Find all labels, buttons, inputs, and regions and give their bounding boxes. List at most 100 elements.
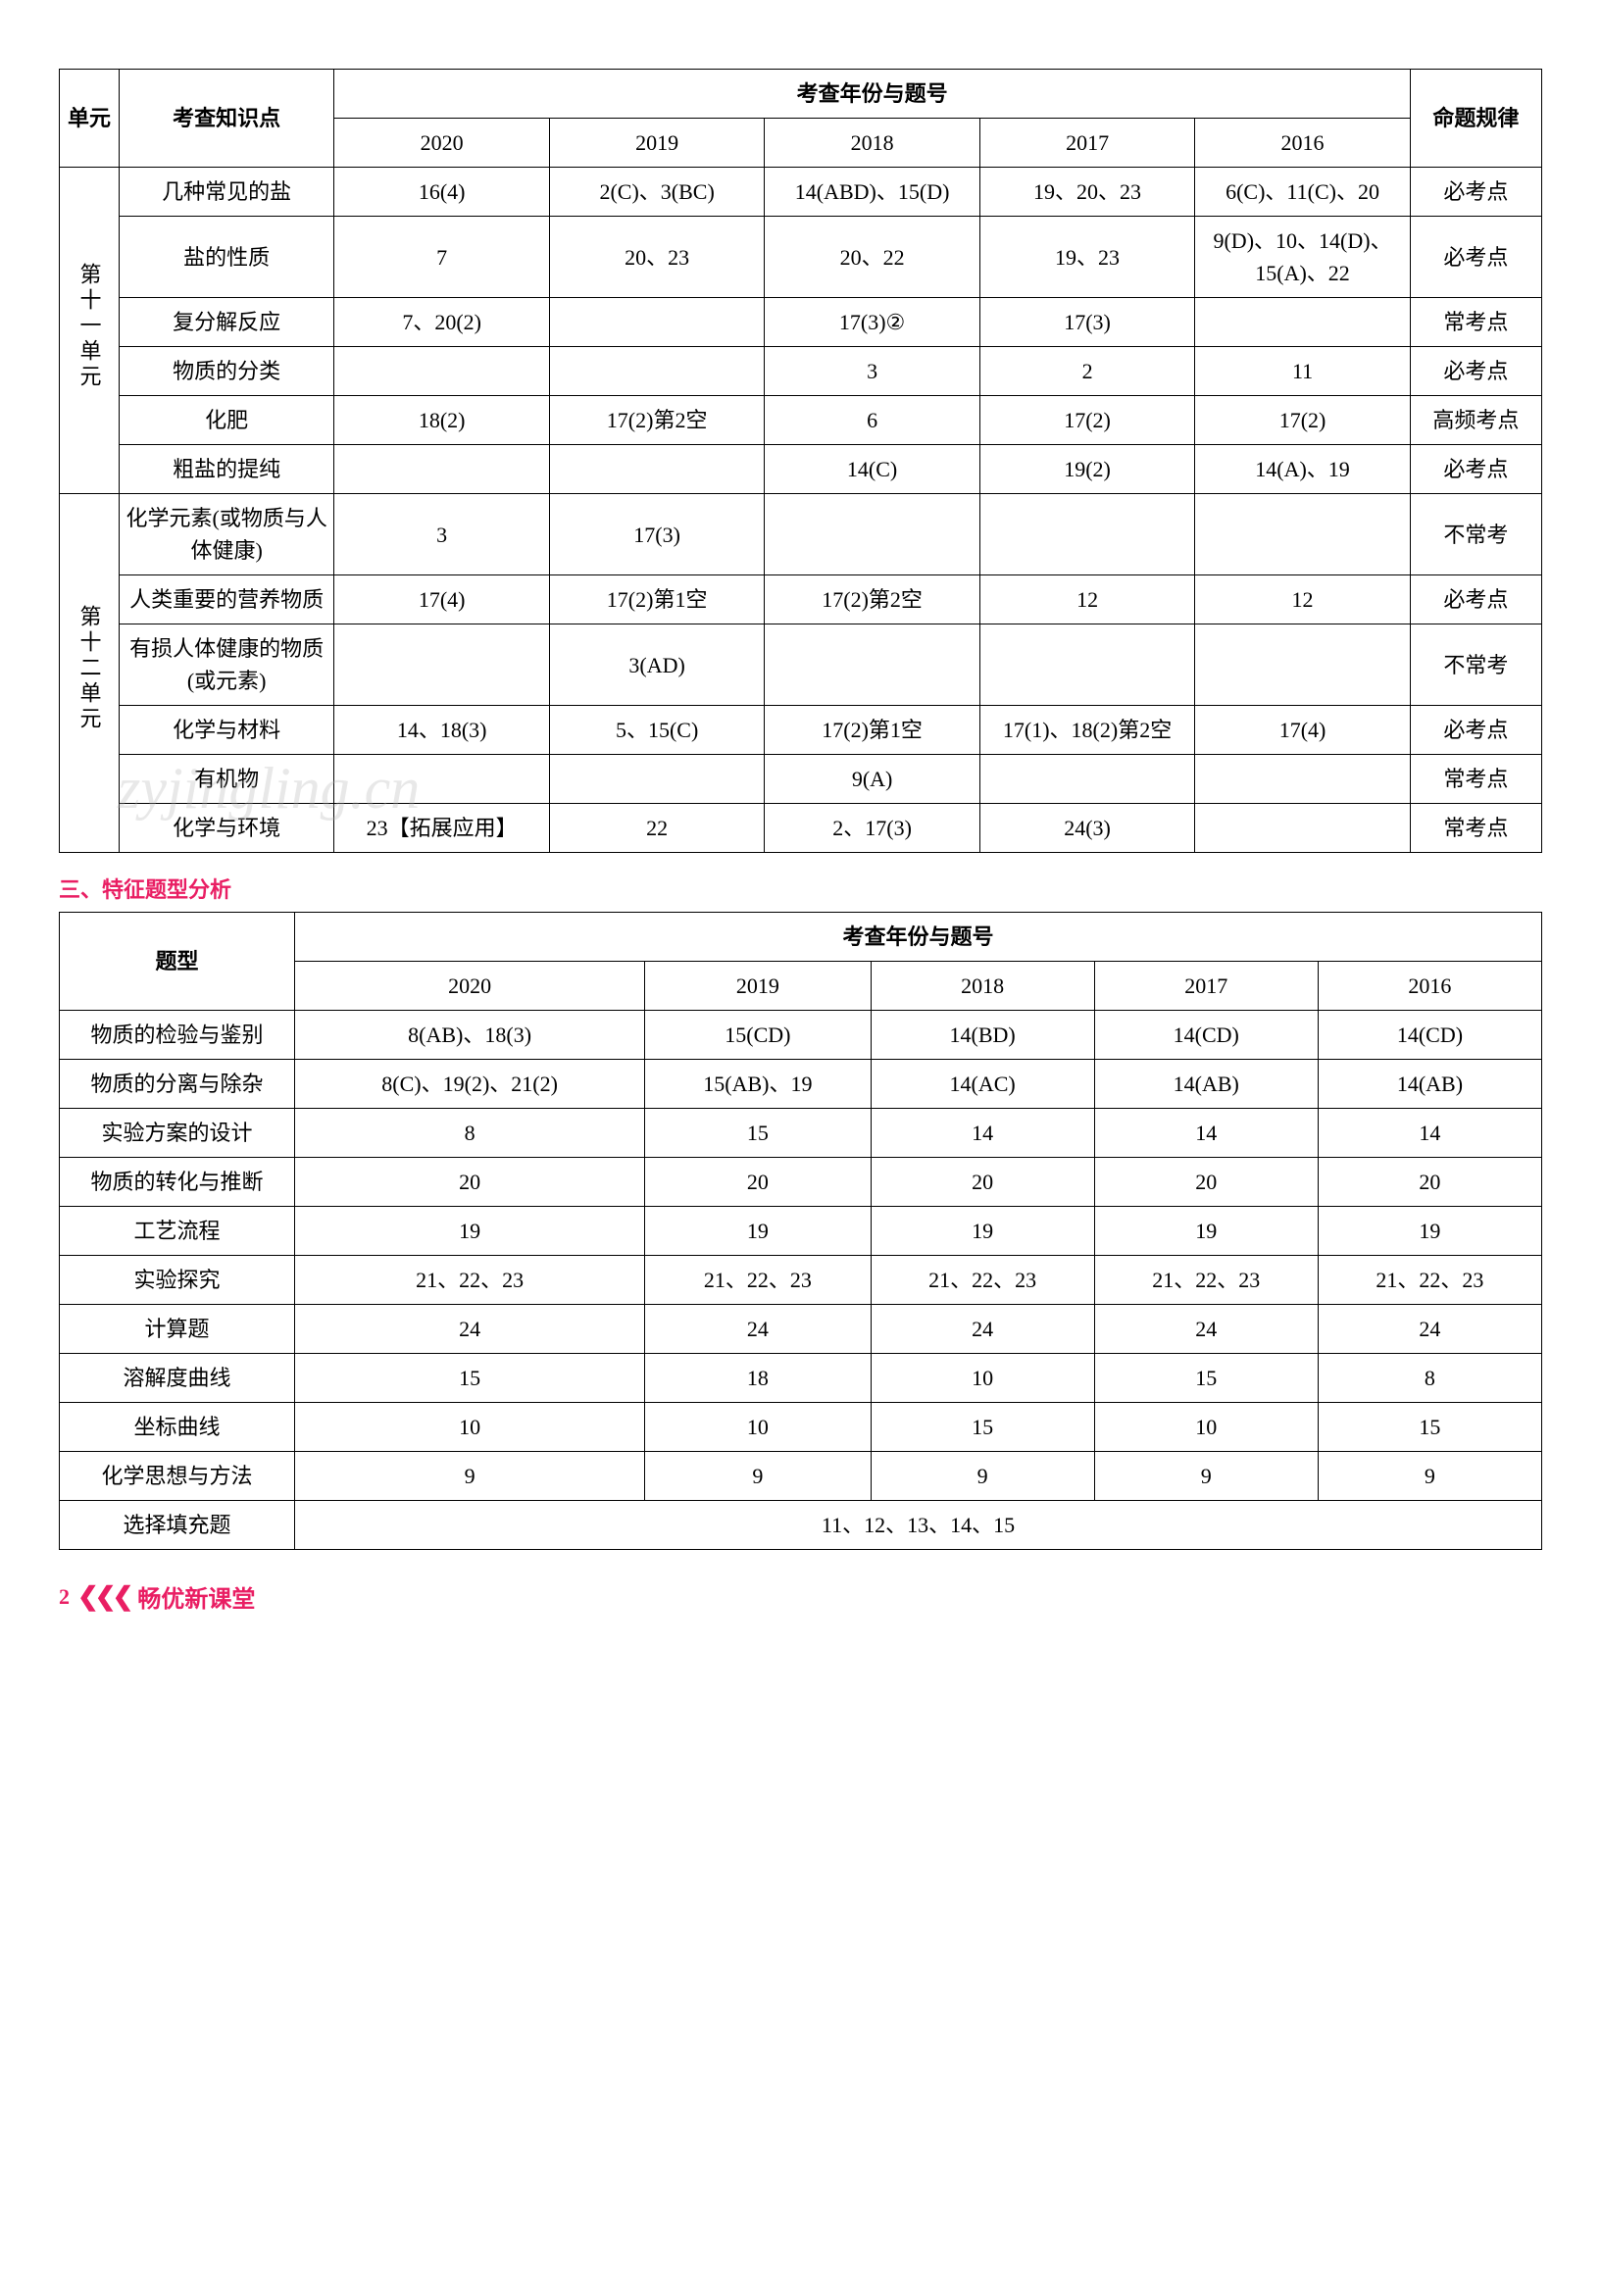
- cell: 15(CD): [645, 1011, 871, 1060]
- cell: 23【拓展应用】: [334, 804, 549, 853]
- cell: 实验探究: [60, 1256, 295, 1305]
- cell: 必考点: [1410, 575, 1541, 624]
- cell: [1195, 298, 1410, 347]
- table-row: 有损人体健康的物质(或元素) 3(AD) 不常考: [60, 624, 1542, 706]
- cell: 14(BD): [871, 1011, 1094, 1060]
- cell: 21、22、23: [1318, 1256, 1541, 1305]
- cell: 盐的性质: [119, 217, 333, 298]
- cell: 24: [295, 1305, 645, 1354]
- section-title: 三、特征题型分析: [59, 873, 1542, 904]
- cell: 物质的转化与推断: [60, 1158, 295, 1207]
- cell: 17(2)第1空: [549, 575, 764, 624]
- cell: 19: [295, 1207, 645, 1256]
- cell: 14: [871, 1109, 1094, 1158]
- table-row: 粗盐的提纯 14(C) 19(2) 14(A)、19 必考点: [60, 445, 1542, 494]
- cell: 工艺流程: [60, 1207, 295, 1256]
- header-year-group: 考查年份与题号: [334, 70, 1410, 119]
- footer-arrows-icon: ❮❮❮: [77, 1582, 129, 1612]
- table-row: 化学与环境 23【拓展应用】 22 2、17(3) 24(3) 常考点: [60, 804, 1542, 853]
- cell: [549, 755, 764, 804]
- cell: 17(4): [334, 575, 549, 624]
- cell: 21、22、23: [295, 1256, 645, 1305]
- cell: [549, 445, 764, 494]
- cell: 24: [645, 1305, 871, 1354]
- cell: 常考点: [1410, 298, 1541, 347]
- cell: 14(CD): [1094, 1011, 1318, 1060]
- cell: [334, 624, 549, 706]
- year-2018: 2018: [871, 962, 1094, 1011]
- cell: 化学思想与方法: [60, 1452, 295, 1501]
- table-row: 第十一单元 几种常见的盐 16(4) 2(C)、3(BC) 14(ABD)、15…: [60, 168, 1542, 217]
- cell: 2(C)、3(BC): [549, 168, 764, 217]
- cell: 化学元素(或物质与人体健康): [119, 494, 333, 575]
- cell: 化学与材料: [119, 706, 333, 755]
- cell: 8: [295, 1109, 645, 1158]
- cell: 2: [979, 347, 1194, 396]
- cell: [765, 494, 979, 575]
- table-row: 人类重要的营养物质 17(4) 17(2)第1空 17(2)第2空 12 12 …: [60, 575, 1542, 624]
- cell: 11: [1195, 347, 1410, 396]
- year-2018: 2018: [765, 119, 979, 168]
- cell: 选择填充题: [60, 1501, 295, 1550]
- cell: 15(AB)、19: [645, 1060, 871, 1109]
- header-type: 题型: [60, 913, 295, 1011]
- header-rule: 命题规律: [1410, 70, 1541, 168]
- cell: 3: [334, 494, 549, 575]
- cell: 15: [645, 1109, 871, 1158]
- cell: 21、22、23: [645, 1256, 871, 1305]
- cell: 溶解度曲线: [60, 1354, 295, 1403]
- table-row: 工艺流程 19 19 19 19 19: [60, 1207, 1542, 1256]
- cell: 20: [1094, 1158, 1318, 1207]
- table-row: 实验方案的设计 8 15 14 14 14: [60, 1109, 1542, 1158]
- year-2017: 2017: [979, 119, 1194, 168]
- cell: 不常考: [1410, 494, 1541, 575]
- cell: 14: [1094, 1109, 1318, 1158]
- table-row: 坐标曲线 10 10 15 10 15: [60, 1403, 1542, 1452]
- table-row: 化学与材料 14、18(3) 5、15(C) 17(2)第1空 17(1)、18…: [60, 706, 1542, 755]
- cell: 10: [295, 1403, 645, 1452]
- cell: 9(A): [765, 755, 979, 804]
- cell: 物质的分离与除杂: [60, 1060, 295, 1109]
- cell: 常考点: [1410, 804, 1541, 853]
- table-row: 复分解反应 7、20(2) 17(3)② 17(3) 常考点: [60, 298, 1542, 347]
- cell: 2、17(3): [765, 804, 979, 853]
- cell: 10: [871, 1354, 1094, 1403]
- cell: 10: [1094, 1403, 1318, 1452]
- cell: 14(ABD)、15(D): [765, 168, 979, 217]
- page-number: 2: [59, 1584, 70, 1610]
- table-row: 溶解度曲线 15 18 10 15 8: [60, 1354, 1542, 1403]
- cell: 几种常见的盐: [119, 168, 333, 217]
- cell: 24(3): [979, 804, 1194, 853]
- unit-11-label: 第十一单元: [60, 168, 120, 494]
- cell: 必考点: [1410, 347, 1541, 396]
- cell: 14(A)、19: [1195, 445, 1410, 494]
- cell: 14(C): [765, 445, 979, 494]
- cell: 20: [1318, 1158, 1541, 1207]
- cell: 物质的检验与鉴别: [60, 1011, 295, 1060]
- cell: 15: [1094, 1354, 1318, 1403]
- header-unit: 单元: [60, 70, 120, 168]
- cell: 8(AB)、18(3): [295, 1011, 645, 1060]
- cell: 化肥: [119, 396, 333, 445]
- cell: 21、22、23: [871, 1256, 1094, 1305]
- cell: 19、23: [979, 217, 1194, 298]
- cell: [1195, 494, 1410, 575]
- cell: 20: [871, 1158, 1094, 1207]
- cell: 3: [765, 347, 979, 396]
- table-row: 第十二单元 化学元素(或物质与人体健康) 3 17(3) 不常考: [60, 494, 1542, 575]
- cell: 有机物: [119, 755, 333, 804]
- header-topic: 考查知识点: [119, 70, 333, 168]
- cell: 复分解反应: [119, 298, 333, 347]
- cell: 17(2)第2空: [549, 396, 764, 445]
- cell: 12: [979, 575, 1194, 624]
- table-row: 选择填充题 11、12、13、14、15: [60, 1501, 1542, 1550]
- cell: 计算题: [60, 1305, 295, 1354]
- cell: 17(2): [1195, 396, 1410, 445]
- cell: 18: [645, 1354, 871, 1403]
- cell: 必考点: [1410, 168, 1541, 217]
- table-row: 化肥 18(2) 17(2)第2空 6 17(2) 17(2) 高频考点: [60, 396, 1542, 445]
- cell: 17(3): [979, 298, 1194, 347]
- unit-12-label: 第十二单元: [60, 494, 120, 853]
- cell: 18(2): [334, 396, 549, 445]
- year-2019: 2019: [645, 962, 871, 1011]
